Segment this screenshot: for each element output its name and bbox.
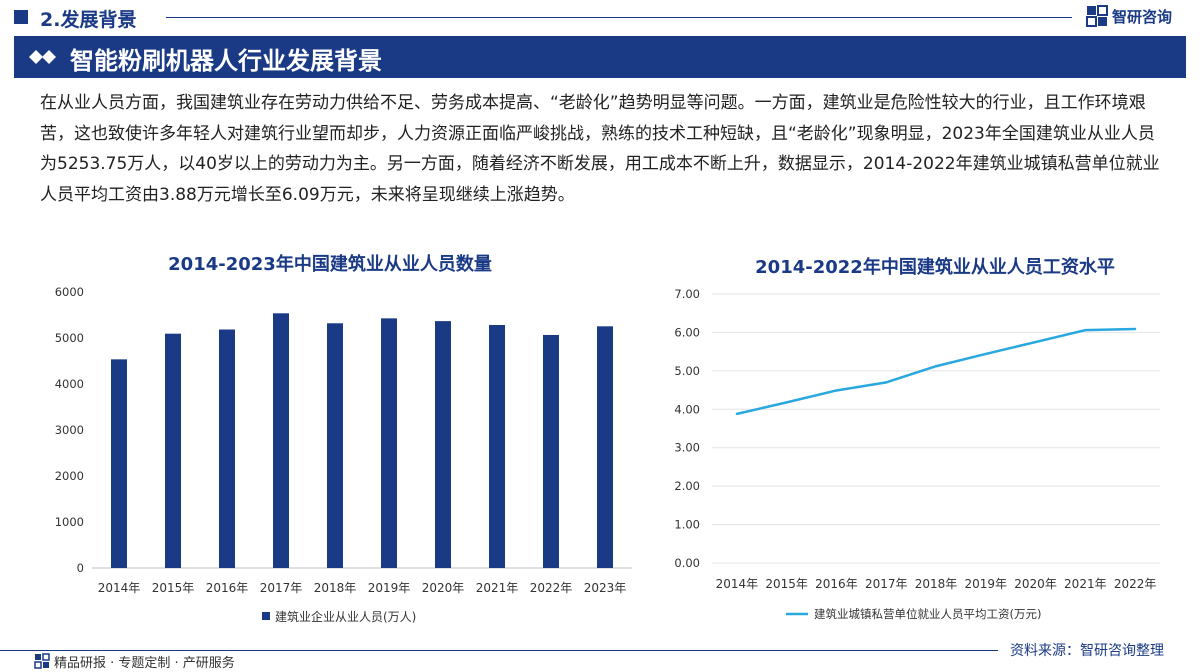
brand-name: 智研咨询 [1112,7,1173,26]
x-tick-label: 2014年 [98,581,141,595]
section-title: 2.发展背景 [40,9,137,31]
line-point [735,412,739,416]
footer-divider [0,650,1200,651]
y-tick-label: 2000 [55,469,84,483]
x-tick-label: 2017年 [260,581,303,595]
x-tick-label: 2021年 [476,581,519,595]
slogan: 精品研报 · 专题定制 · 产研服务 [34,651,235,671]
y-tick-label: 0.00 [674,556,700,570]
x-tick-label: 2015年 [765,577,808,591]
x-tick-label: 2017年 [865,577,908,591]
header-divider [166,17,1072,18]
x-tick-label: 2022年 [1114,577,1157,591]
line-point [785,401,788,404]
x-tick-label: 2020年 [422,581,465,595]
y-tick-label: 1.00 [674,518,700,532]
bar [327,323,343,568]
bar-chart-title: 2014-2023年中国建筑业从业人员数量 [168,254,492,275]
y-tick-label: 5000 [55,331,84,345]
bar [111,359,127,568]
y-tick-label: 1000 [55,515,84,529]
line-point [984,352,987,356]
x-tick-label: 2016年 [815,577,858,591]
brand: 智研咨询 [1086,4,1172,28]
bar [435,321,451,568]
bar [219,329,235,568]
top-bar: 2.发展背景 智研咨询 [0,0,1200,34]
small-logo-icon [34,653,50,669]
x-tick-label: 2015年 [152,581,195,595]
x-tick-label: 2016年 [206,581,249,595]
y-tick-label: 6000 [55,285,84,299]
source-box [998,638,1200,662]
y-tick-label: 5.00 [674,364,700,378]
diamond-icon [29,50,56,64]
section-marker [14,10,28,24]
y-tick-label: 0 [77,561,84,575]
bar [165,333,181,568]
line-point [1133,327,1137,331]
bar [273,313,289,568]
line-point [835,389,838,392]
x-tick-label: 2019年 [368,581,411,595]
legend-label: 建筑业企业从业人员(万人) [275,609,416,624]
body-paragraph: 在从业人员方面，我国建筑业存在劳动力供给不足、劳务成本提高、“老龄化”趋势明显等… [40,93,1160,205]
x-tick-label: 2021年 [1064,577,1107,591]
y-tick-label: 7.00 [674,287,700,301]
x-tick-label: 2020年 [1014,577,1057,591]
line-point [1034,340,1037,344]
source-text: 资料来源：智研咨询整理 [1010,643,1164,659]
line-point [934,365,938,368]
y-tick-label: 2.00 [674,479,700,493]
bar [381,318,397,568]
x-tick-label: 2023年 [584,581,627,595]
brand-logo-icon [1086,5,1108,27]
line-chart-title: 2014-2022年中国建筑业从业人员工资水平 [755,257,1115,278]
bar [543,334,559,568]
series-line [736,327,1136,416]
footer: 资料来源：智研咨询整理 精品研报 · 专题定制 · 产研服务 [0,636,1200,672]
y-tick-label: 4.00 [674,402,700,416]
page-title: 智能粉刷机器人行业发展背景 [70,47,382,75]
x-tick-label: 2018年 [915,577,958,591]
y-tick-label: 3000 [55,423,84,437]
x-tick-label: 2019年 [965,577,1008,591]
slogan-text: 精品研报 · 专题定制 · 产研服务 [54,655,235,671]
legend-swatch [262,612,270,620]
y-tick-label: 3.00 [674,441,700,455]
y-tick-label: 4000 [55,377,84,391]
title-banner: 智能粉刷机器人行业发展背景 [14,36,1186,78]
x-tick-label: 2022年 [530,581,573,595]
line-point [885,381,888,384]
line-point [1084,328,1087,332]
x-tick-label: 2018年 [314,581,357,595]
bar [489,324,505,568]
line-chart: 0.00 1.00 2.00 3.00 4.00 5.00 6.00 7.00 2014年 201… [674,287,1160,621]
y-tick-label: 6.00 [674,325,700,339]
bar [597,326,613,568]
legend-label: 建筑业城镇私营单位就业人员平均工资(万元) [814,607,1041,621]
x-tick-label: 2014年 [716,577,759,591]
bar-chart: 0 1000 2000 3000 4000 5000 6000 2014年 2015年 2016年… [55,285,632,624]
